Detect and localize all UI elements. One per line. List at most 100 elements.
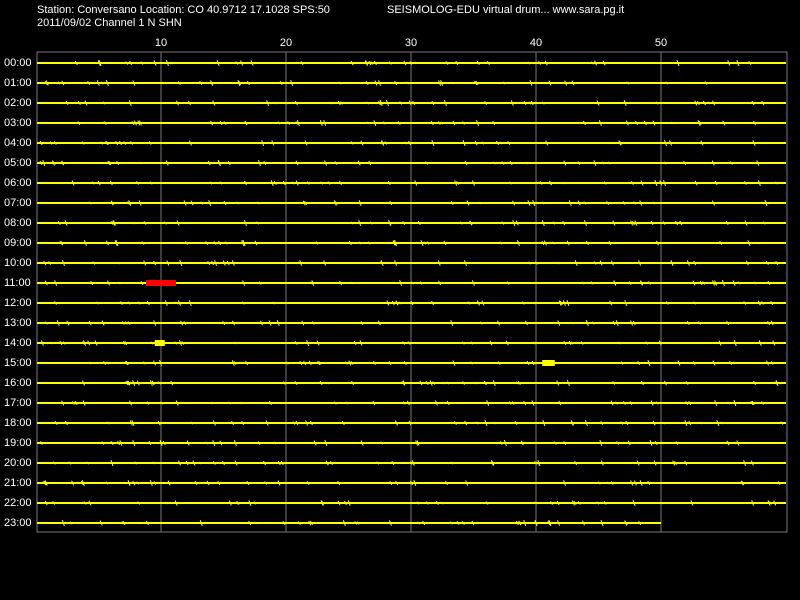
trace-noise xyxy=(590,281,594,285)
trace-noise xyxy=(310,520,313,526)
trace-noise xyxy=(475,421,479,425)
trace-noise xyxy=(417,521,420,525)
trace-noise xyxy=(517,381,521,385)
trace-noise xyxy=(568,340,572,346)
trace-noise xyxy=(429,380,433,386)
trace-noise xyxy=(635,120,638,126)
trace-noise xyxy=(61,519,65,527)
trace-noise xyxy=(212,100,216,106)
hour-label: 17:00 xyxy=(4,397,32,409)
trace-noise xyxy=(585,319,589,327)
x-tick-label: 10 xyxy=(155,37,167,49)
trace-noise xyxy=(765,261,769,265)
trace-noise xyxy=(733,399,737,407)
trace-noise xyxy=(344,361,348,365)
trace-noise xyxy=(660,441,664,445)
trace-noise xyxy=(452,360,456,366)
trace-noise xyxy=(159,439,163,447)
trace-noise xyxy=(228,500,232,506)
trace-noise xyxy=(509,160,513,166)
trace-noise xyxy=(239,401,243,405)
trace-noise xyxy=(570,341,574,345)
trace-noise xyxy=(692,361,696,365)
trace-noise xyxy=(320,500,324,506)
trace-noise xyxy=(484,381,488,385)
trace-noise xyxy=(414,180,418,186)
trace-noise xyxy=(596,100,600,106)
trace-noise xyxy=(175,100,179,106)
trace-noise xyxy=(299,360,303,366)
trace-noise xyxy=(305,420,309,426)
trace-noise xyxy=(658,340,662,346)
trace-noise xyxy=(563,340,567,346)
trace-noise xyxy=(54,280,58,286)
trace-noise xyxy=(694,180,698,186)
trace-noise xyxy=(583,201,587,205)
trace-noise xyxy=(532,199,536,207)
trace-noise xyxy=(775,379,779,387)
trace-noise xyxy=(744,181,748,185)
trace-noise xyxy=(630,320,634,326)
trace-noise xyxy=(547,520,551,526)
trace-noise xyxy=(137,301,141,305)
trace-noise xyxy=(207,160,211,166)
trace-noise xyxy=(600,421,604,425)
trace-noise xyxy=(237,79,241,87)
trace-noise xyxy=(389,480,393,486)
trace-noise xyxy=(263,160,267,166)
trace-noise xyxy=(137,120,141,126)
trace-noise xyxy=(409,461,413,465)
trace-noise xyxy=(389,200,393,206)
trace-noise xyxy=(165,59,169,67)
trace-noise xyxy=(502,81,506,85)
hour-label: 03:00 xyxy=(4,117,32,129)
trace-noise xyxy=(625,420,629,426)
trace-noise xyxy=(548,80,552,86)
trace-noise xyxy=(620,361,624,365)
trace-noise xyxy=(320,181,324,185)
trace-noise xyxy=(232,320,235,326)
trace-noise xyxy=(471,520,475,526)
hour-label: 21:00 xyxy=(4,477,32,489)
trace-noise xyxy=(650,400,654,406)
trace-noise xyxy=(692,280,696,286)
trace-noise xyxy=(467,301,471,305)
trace-noise xyxy=(762,221,766,225)
trace-noise xyxy=(566,299,570,307)
trace-noise xyxy=(373,360,376,366)
trace-noise xyxy=(450,521,453,525)
trace-noise xyxy=(456,521,460,525)
trace-noise xyxy=(366,101,370,105)
trace-noise xyxy=(231,260,235,266)
trace-noise xyxy=(142,361,146,365)
trace-noise xyxy=(426,241,430,245)
trace-noise xyxy=(379,99,383,107)
trace-noise xyxy=(295,180,299,186)
trace-noise xyxy=(603,501,607,505)
trace-noise xyxy=(200,201,204,205)
trace-noise xyxy=(652,420,656,426)
trace-noise xyxy=(125,380,129,386)
trace-noise xyxy=(254,240,258,246)
trace-noise xyxy=(304,140,308,146)
trace-noise xyxy=(748,61,752,65)
trace-noise xyxy=(217,480,221,486)
trace-noise xyxy=(539,181,543,185)
trace-noise xyxy=(388,520,392,526)
trace-noise xyxy=(360,440,364,446)
trace-noise xyxy=(219,181,223,185)
trace-noise xyxy=(299,260,303,266)
trace-noise xyxy=(632,500,636,506)
trace-noise xyxy=(325,461,329,465)
trace-noise xyxy=(606,201,610,205)
trace-noise xyxy=(543,240,547,246)
trace-noise xyxy=(638,260,642,266)
trace-noise xyxy=(48,261,52,265)
trace-noise xyxy=(211,260,214,266)
trace-noise xyxy=(339,280,343,286)
trace-noise xyxy=(268,320,272,326)
trace-noise xyxy=(388,221,392,225)
trace-noise xyxy=(491,460,495,466)
trace-noise xyxy=(125,360,129,366)
trace-noise xyxy=(186,440,190,446)
